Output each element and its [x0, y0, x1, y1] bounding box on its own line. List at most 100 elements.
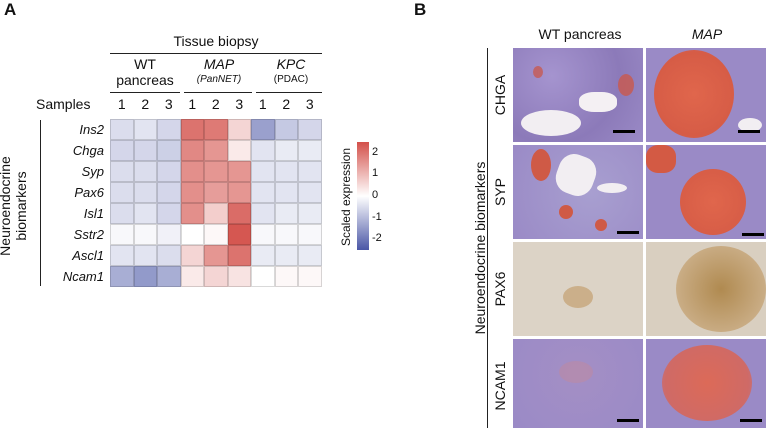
heatmap-cell — [110, 245, 134, 266]
heatmap-cell — [227, 266, 251, 287]
group-kpc-line1: KPC — [276, 56, 306, 72]
row-group-rule — [40, 120, 41, 286]
scale-bar — [613, 130, 635, 133]
row-label-chga: CHGA — [492, 74, 508, 116]
heatmap-cell — [157, 161, 181, 182]
heatmap-cell — [274, 266, 298, 287]
heatmap-cell — [110, 266, 134, 287]
heatmap-cell — [157, 224, 181, 245]
colorbar — [357, 142, 369, 250]
heatmap-cell — [251, 224, 275, 245]
panel-a-label: A — [4, 0, 17, 19]
heatmap-cell — [110, 182, 134, 203]
col-header-wt: WT pancreas — [538, 26, 622, 42]
group-wt-line1: WT — [134, 56, 156, 72]
heatmap-cell — [110, 140, 134, 161]
sample-number: 3 — [164, 96, 173, 112]
gene-label: Ascl1 — [72, 248, 104, 263]
colorbar-tick: 1 — [372, 167, 379, 180]
heatmap-cell — [251, 182, 275, 203]
micrograph-pax6-wt — [513, 242, 643, 336]
heatmap-cell — [157, 182, 181, 203]
group-map-rule — [184, 92, 252, 93]
micrograph-syp-map — [646, 145, 766, 239]
gene-label: Syp — [81, 164, 104, 179]
sample-number: 2 — [141, 96, 150, 112]
scale-bar — [617, 419, 639, 422]
heatmap-cell — [227, 203, 251, 224]
heatmap-cell — [180, 140, 204, 161]
heatmap-cell — [251, 266, 275, 287]
heatmap-cell — [110, 161, 134, 182]
super-header-rule — [110, 53, 322, 54]
heatmap-cell — [180, 224, 204, 245]
heatmap-cell — [298, 182, 322, 203]
scale-bar — [742, 233, 764, 236]
heatmap-cell — [133, 224, 157, 245]
sample-number: 3 — [305, 96, 314, 112]
row-label-syp: SYP — [492, 178, 508, 207]
heatmap-cell — [157, 119, 181, 140]
group-kpc: KPC (PDAC) — [256, 56, 326, 88]
heatmap-grid — [110, 119, 322, 287]
micrograph-pax6-map — [646, 242, 766, 336]
row-group-label-b: Neuroendocrine biomarkers — [472, 161, 488, 335]
col-header-map: MAP — [691, 26, 723, 42]
sample-number: 2 — [211, 96, 220, 112]
heatmap-cell — [110, 119, 134, 140]
heatmap-cell — [180, 245, 204, 266]
heatmap-cell — [133, 140, 157, 161]
heatmap-cell — [227, 182, 251, 203]
micrograph-ncam1-map — [646, 339, 766, 428]
sample-number: 1 — [188, 96, 197, 112]
heatmap-cell — [133, 203, 157, 224]
gene-label: Chga — [72, 143, 104, 158]
heatmap-cell — [251, 245, 275, 266]
heatmap-cell — [133, 245, 157, 266]
heatmap-cell — [227, 140, 251, 161]
heatmap-cell — [298, 203, 322, 224]
row-group-rule-b — [487, 48, 488, 428]
sample-number: 3 — [235, 96, 244, 112]
heatmap-cell — [274, 203, 298, 224]
micrograph-syp-wt — [513, 145, 643, 239]
heatmap-cell — [157, 245, 181, 266]
heatmap-cell — [133, 182, 157, 203]
row-group-label: Neuroendocrine biomarkers — [0, 141, 29, 271]
heatmap-cell — [227, 224, 251, 245]
heatmap-cell — [251, 203, 275, 224]
scale-bar — [740, 419, 762, 422]
row-group-label-line2: biomarkers — [13, 171, 29, 241]
colorbar-label: Scaled expression — [339, 147, 353, 247]
heatmap-cell — [298, 161, 322, 182]
group-wt-line2: pancreas — [116, 72, 174, 88]
heatmap-cell — [133, 266, 157, 287]
heatmap-cell — [204, 203, 228, 224]
heatmap-cell — [180, 266, 204, 287]
heatmap-cell — [298, 224, 322, 245]
heatmap-cell — [133, 119, 157, 140]
colorbar-tick: 2 — [372, 145, 379, 158]
heatmap-cell — [204, 119, 228, 140]
scale-bar — [738, 130, 760, 133]
gene-label: Sstr2 — [73, 227, 104, 242]
sample-number: 1 — [117, 96, 126, 112]
heatmap-cell — [157, 140, 181, 161]
heatmap-cell — [180, 182, 204, 203]
heatmap-cell — [274, 182, 298, 203]
samples-label: Samples — [36, 96, 91, 112]
gene-label: Isl1 — [83, 206, 104, 221]
heatmap-cell — [298, 245, 322, 266]
heatmap-cell — [157, 203, 181, 224]
heatmap-cell — [110, 203, 134, 224]
heatmap-cell — [180, 119, 204, 140]
heatmap-cell — [227, 245, 251, 266]
row-label-ncam1: NCAM1 — [492, 361, 508, 411]
group-wt-rule — [110, 92, 180, 93]
heatmap-cell — [298, 119, 322, 140]
heatmap-cell — [251, 119, 275, 140]
sample-number: 1 — [258, 96, 267, 112]
heatmap-cell — [204, 140, 228, 161]
gene-label: Pax6 — [74, 185, 104, 200]
micrograph-ncam1-wt — [513, 339, 643, 428]
